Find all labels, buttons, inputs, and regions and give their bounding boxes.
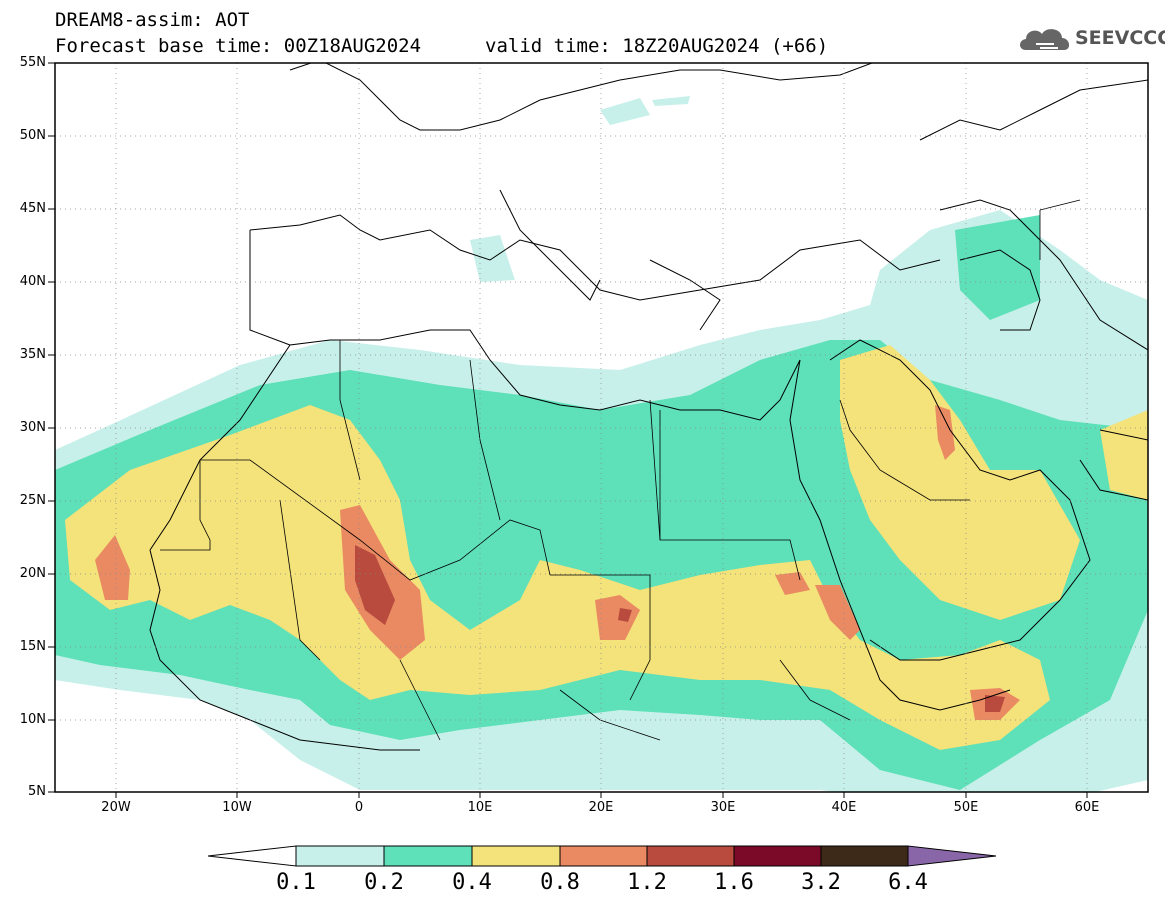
lon-label: 20W bbox=[101, 800, 131, 815]
colorbar-label: 1.6 bbox=[714, 870, 754, 895]
cloud-icon bbox=[1020, 29, 1070, 50]
lon-label: 10E bbox=[467, 800, 493, 815]
lat-label: 50N bbox=[19, 128, 46, 143]
valid-time: valid time: 18Z20AUG2024 (+66) bbox=[485, 35, 829, 57]
lat-label: 15N bbox=[19, 639, 46, 654]
colorbar-label: 0.8 bbox=[540, 870, 580, 895]
graticule bbox=[55, 63, 1148, 792]
colorbar-label: 0.2 bbox=[364, 870, 404, 895]
lon-label: 60E bbox=[1074, 800, 1100, 815]
lat-label: 25N bbox=[19, 493, 46, 508]
aot-band-1.2 bbox=[355, 545, 395, 625]
lon-label: 20E bbox=[588, 800, 614, 815]
lon-label: 30E bbox=[710, 800, 736, 815]
lon-label: 40E bbox=[831, 800, 857, 815]
colorbar-box-1 bbox=[295, 845, 385, 867]
colorbar-over-triangle bbox=[907, 845, 997, 867]
colorbar-label: 0.1 bbox=[276, 870, 316, 895]
forecast-base-time: Forecast base time: 00Z18AUG2024 bbox=[55, 35, 422, 57]
map-title: DREAM8-assim: AOT bbox=[55, 9, 250, 31]
lon-label: 50E bbox=[953, 800, 979, 815]
colorbar bbox=[207, 845, 997, 867]
axis-ticks bbox=[48, 62, 1088, 798]
colorbar-box-4 bbox=[559, 845, 648, 867]
lat-label: 35N bbox=[19, 347, 46, 362]
seevccc-logo: SEEVCCC bbox=[1018, 22, 1165, 56]
aot-band-0.8 bbox=[95, 535, 130, 600]
lat-label: 10N bbox=[19, 712, 46, 727]
colorbar-under-triangle bbox=[207, 845, 297, 867]
aot-band-0.4 bbox=[65, 405, 1050, 750]
lat-label: 5N bbox=[28, 784, 46, 799]
colorbar-box-3 bbox=[471, 845, 561, 867]
lon-label: 10W bbox=[222, 800, 252, 815]
colorbar-label: 3.2 bbox=[801, 870, 841, 895]
lat-label: 45N bbox=[19, 201, 46, 216]
colorbar-label: 0.4 bbox=[452, 870, 492, 895]
colorbar-box-7 bbox=[820, 845, 909, 867]
coastlines bbox=[149, 63, 1148, 751]
lat-label: 55N bbox=[19, 55, 46, 70]
colorbar-box-6 bbox=[733, 845, 822, 867]
colorbar-label: 1.2 bbox=[627, 870, 667, 895]
colorbar-label: 6.4 bbox=[888, 870, 928, 895]
colorbar-box-2 bbox=[383, 845, 473, 867]
logo-text: SEEVCCC bbox=[1075, 27, 1165, 49]
lat-label: 20N bbox=[19, 566, 46, 581]
lat-label: 40N bbox=[19, 274, 46, 289]
lon-label: 0 bbox=[354, 800, 364, 815]
lat-label: 30N bbox=[19, 420, 46, 435]
aot-fields bbox=[55, 96, 1148, 792]
colorbar-box-5 bbox=[646, 845, 735, 867]
